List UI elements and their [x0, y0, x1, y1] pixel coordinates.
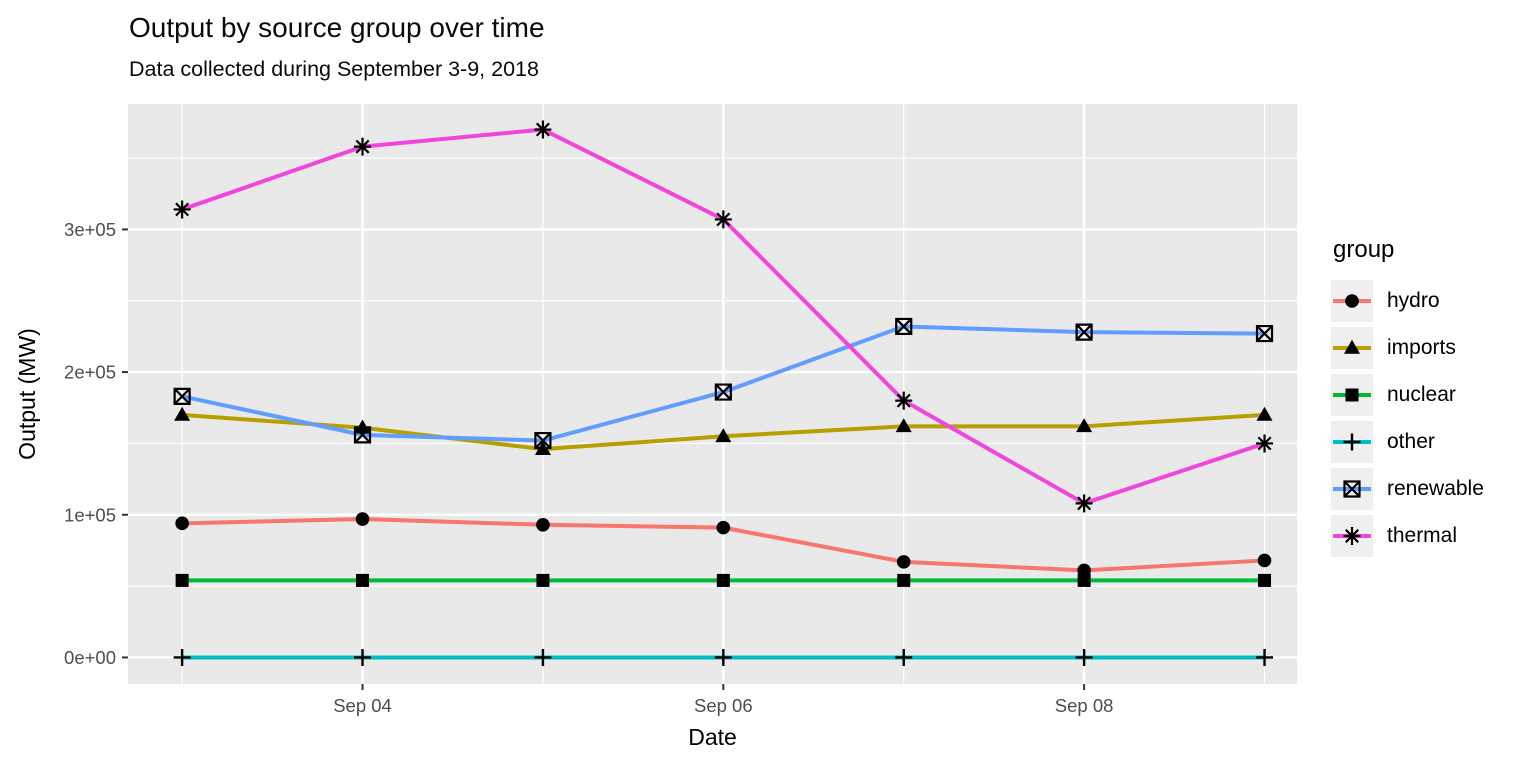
data-point-renewable [173, 387, 191, 405]
x-tick-label: Sep 08 [1055, 695, 1114, 716]
legend-entries: hydro imports nuclear other renewable thermal [1331, 280, 1484, 557]
data-point-nuclear [1258, 573, 1272, 587]
data-point-renewable [714, 383, 732, 401]
data-point-imports [895, 418, 912, 433]
x-tick-label: Sep 04 [333, 695, 392, 716]
nuclear-legend-marker [1345, 388, 1359, 402]
data-point-imports [715, 428, 732, 443]
data-point-imports [1256, 406, 1273, 421]
renewable-legend-key-icon [1331, 468, 1373, 510]
chart-title: Output by source group over time [129, 12, 545, 43]
legend-entry-imports: imports [1331, 327, 1484, 369]
data-point-other [714, 648, 732, 666]
legend-entry-other: other [1331, 421, 1484, 463]
data-point-hydro [1077, 563, 1091, 578]
chart-subtitle: Data collected during September 3-9, 201… [129, 57, 539, 81]
thermal-legend-key-icon [1331, 515, 1373, 557]
legend-entry-hydro: hydro [1331, 280, 1484, 322]
data-point-imports [174, 406, 191, 421]
data-point-other [534, 648, 552, 666]
data-point-nuclear [1077, 573, 1091, 587]
legend-entry-nuclear: nuclear [1331, 374, 1484, 416]
hydro-legend-marker [1345, 294, 1359, 308]
data-point-other [173, 648, 191, 666]
imports-legend-marker [1344, 339, 1360, 354]
other-legend-key-icon [1331, 421, 1373, 463]
data-point-renewable [353, 426, 372, 444]
data-point-hydro [716, 520, 731, 535]
renewable-legend-marker [1343, 480, 1361, 498]
y-axis-title: Output (MW) [14, 328, 40, 460]
legend-label: imports [1387, 336, 1456, 359]
y-tick-label: 3e+05 [64, 219, 116, 240]
data-point-thermal [534, 120, 552, 139]
x-tick-label: Sep 06 [694, 695, 753, 716]
data-point-other [1256, 648, 1274, 666]
data-point-nuclear [536, 573, 550, 587]
thermal-legend-marker [1343, 527, 1361, 545]
data-point-thermal [714, 210, 732, 229]
data-point-renewable [1255, 324, 1274, 343]
nuclear-legend-key-icon [1331, 374, 1373, 416]
legend-entry-renewable: renewable [1331, 468, 1484, 510]
y-tick-label: 0e+00 [64, 647, 116, 668]
data-point-other [895, 648, 913, 666]
data-point-hydro [1257, 553, 1272, 568]
data-point-hydro [355, 512, 370, 526]
data-point-nuclear [175, 573, 189, 587]
data-point-renewable [534, 431, 552, 450]
data-point-thermal [895, 391, 913, 410]
legend-label: nuclear [1387, 383, 1456, 406]
legend: group hydro imports nuclear other renewable t… [1331, 236, 1484, 562]
data-point-thermal [354, 137, 372, 156]
data-point-thermal [1075, 494, 1093, 513]
data-point-renewable [1075, 323, 1093, 341]
y-tick-label: 2e+05 [64, 362, 116, 383]
legend-label: hydro [1387, 289, 1440, 312]
data-point-hydro [896, 555, 911, 569]
legend-label: renewable [1387, 477, 1484, 500]
imports-legend-key-icon [1331, 327, 1373, 369]
data-point-hydro [175, 516, 189, 531]
data-point-other [354, 648, 372, 666]
data-point-other [1075, 648, 1093, 666]
data-point-renewable [895, 317, 913, 336]
data-point-thermal [173, 200, 191, 219]
legend-label: thermal [1387, 524, 1458, 547]
x-axis-title: Date [688, 724, 737, 750]
data-point-hydro [536, 517, 550, 532]
legend-entry-thermal: thermal [1331, 515, 1484, 557]
legend-label: other [1387, 430, 1435, 453]
y-tick-label: 1e+05 [64, 504, 116, 525]
data-point-nuclear [897, 573, 911, 587]
legend-title: group [1333, 236, 1395, 263]
other-legend-marker [1343, 433, 1361, 451]
hydro-legend-key-icon [1331, 280, 1373, 322]
data-point-nuclear [716, 573, 730, 587]
data-point-nuclear [356, 573, 370, 587]
data-point-imports [1076, 418, 1093, 433]
data-point-thermal [1256, 434, 1274, 453]
